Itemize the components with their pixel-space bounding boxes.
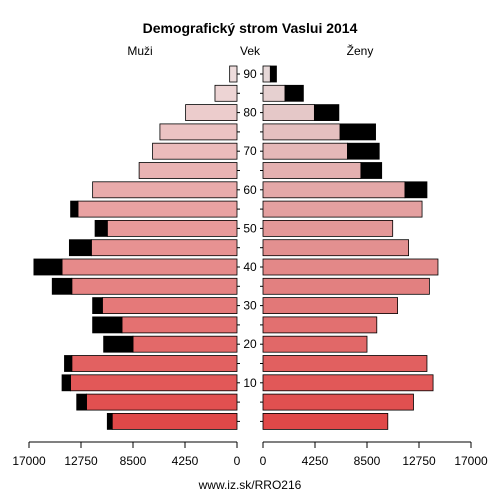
- male-excess-bar-35-39: [51, 277, 73, 295]
- female-bar-20-24: [262, 335, 368, 353]
- female-bar-35-39: [262, 277, 430, 295]
- male-bar-75-79: [159, 123, 238, 141]
- male-bar-50-54: [106, 219, 238, 237]
- age-tick-label: 90: [243, 67, 257, 81]
- x-tick-label-left: 17000: [12, 454, 46, 468]
- female-excess-bar-85-89: [284, 84, 304, 102]
- male-excess-bar-30-34: [92, 297, 103, 315]
- male-bar-25-29: [121, 316, 238, 334]
- chart-title: Demografický strom Vaslui 2014: [143, 20, 358, 36]
- female-bar-40-44: [262, 258, 439, 276]
- male-excess-bar-25-29: [92, 316, 123, 334]
- male-excess-bar-10-14: [61, 374, 71, 392]
- male-label: Muži: [127, 44, 152, 58]
- age-tick-label: 40: [243, 260, 257, 274]
- female-label: Ženy: [347, 43, 374, 58]
- male-excess-bar-5-9: [76, 393, 87, 411]
- male-bar-40-44: [61, 258, 238, 276]
- female-bar-90+: [262, 65, 271, 83]
- female-bar-75-79: [262, 123, 341, 141]
- age-label: Vek: [240, 44, 261, 58]
- female-bar-60-64: [262, 181, 406, 199]
- female-bar-65-69: [262, 162, 362, 179]
- female-bar-50-54: [262, 219, 394, 237]
- age-tick-label: 10: [243, 376, 257, 390]
- male-excess-bar-20-24: [103, 335, 134, 353]
- male-bar-5-9: [86, 393, 238, 411]
- x-tick-label-left: 0: [234, 454, 241, 468]
- x-tick-label-left: 8500: [120, 454, 147, 468]
- male-bar-65-69: [138, 162, 238, 179]
- female-bar-10-14: [262, 374, 434, 392]
- x-tick-label-left: 4250: [172, 454, 199, 468]
- female-excess-bar-65-69: [360, 162, 383, 179]
- male-bar-70-74: [152, 142, 238, 160]
- female-bar-30-34: [262, 297, 398, 315]
- male-bar-90+: [229, 65, 238, 83]
- male-bar-55-59: [77, 200, 238, 218]
- x-tick-label-right: 17000: [454, 454, 488, 468]
- bars-group: [33, 65, 439, 430]
- female-bar-5-9: [262, 393, 414, 411]
- female-excess-bar-70-74: [347, 142, 380, 160]
- female-excess-bar-75-79: [339, 123, 376, 141]
- male-bar-10-14: [70, 374, 238, 392]
- footer-link[interactable]: www.iz.sk/RRO216: [198, 478, 302, 492]
- female-bar-70-74: [262, 142, 348, 160]
- age-tick-label: 20: [243, 337, 257, 351]
- x-tick-label-right: 4250: [302, 454, 329, 468]
- female-bar-85-89: [262, 84, 286, 102]
- age-tick-label: 80: [243, 106, 257, 120]
- x-tick-label-right: 0: [260, 454, 267, 468]
- male-bar-30-34: [102, 297, 238, 315]
- female-bar-55-59: [262, 200, 423, 218]
- male-excess-bar-40-44: [33, 258, 63, 276]
- male-bar-45-49: [91, 239, 238, 257]
- male-excess-bar-0-4: [106, 412, 113, 430]
- female-bar-45-49: [262, 239, 410, 257]
- female-excess-bar-80-84: [313, 104, 340, 121]
- male-bar-15-19: [71, 355, 238, 372]
- female-bar-80-84: [262, 104, 315, 121]
- male-bar-35-39: [71, 277, 238, 295]
- x-tick-label-left: 12750: [64, 454, 98, 468]
- age-tick-label: 70: [243, 144, 257, 158]
- female-bar-25-29: [262, 316, 378, 334]
- female-bar-0-4: [262, 412, 389, 430]
- male-excess-bar-55-59: [70, 200, 79, 218]
- axes-group: 10 20 30 40 50 60 70 80 90 17000 12750 8500 4250 0 0 42…: [12, 67, 488, 468]
- male-excess-bar-45-49: [68, 239, 92, 257]
- age-tick-label: 50: [243, 221, 257, 235]
- male-bar-20-24: [132, 335, 238, 353]
- male-excess-bar-50-54: [94, 219, 108, 237]
- age-tick-label: 30: [243, 299, 257, 313]
- x-tick-label-right: 8500: [354, 454, 381, 468]
- male-bar-80-84: [185, 104, 238, 121]
- female-bar-15-19: [262, 355, 428, 372]
- female-excess-bar-60-64: [404, 181, 428, 199]
- male-bar-0-4: [111, 412, 238, 430]
- x-tick-label-right: 12750: [402, 454, 436, 468]
- male-bar-60-64: [92, 181, 238, 199]
- female-excess-bar-90+: [269, 65, 277, 83]
- male-excess-bar-15-19: [64, 355, 73, 372]
- age-tick-label: 60: [243, 183, 257, 197]
- male-bar-85-89: [214, 84, 238, 102]
